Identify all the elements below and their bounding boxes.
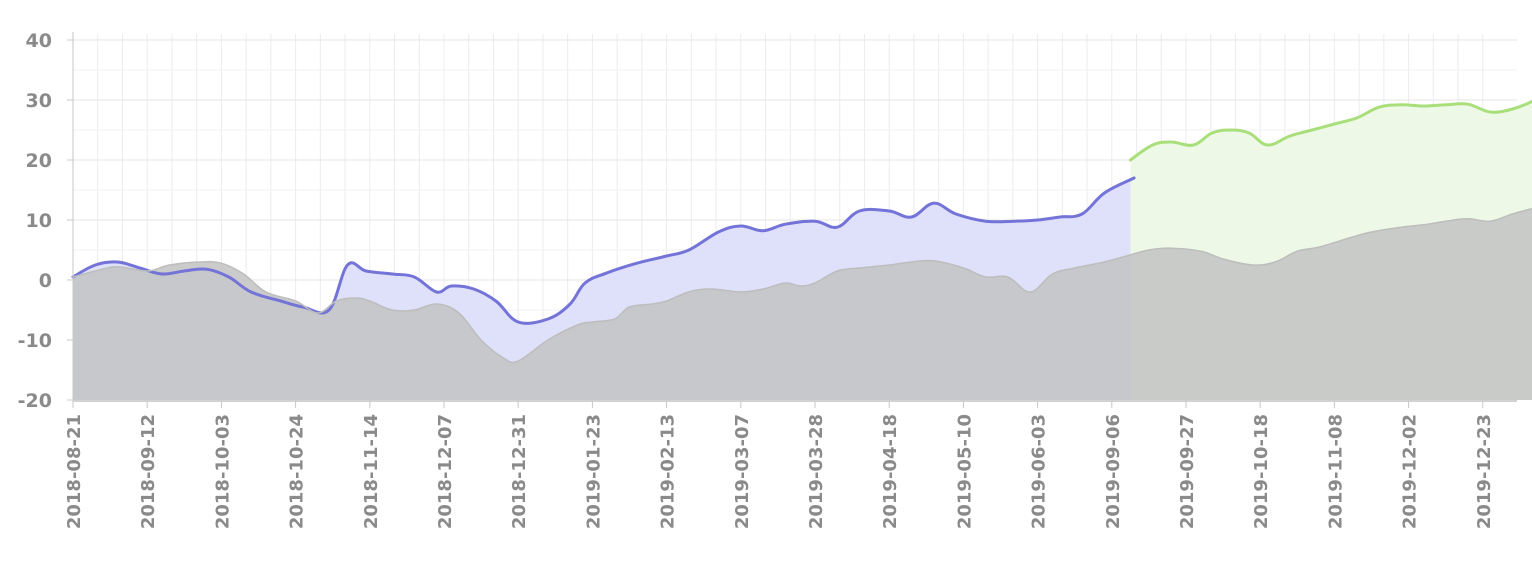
series-lines — [71, 99, 1532, 364]
x-tick-label: 2019-04-18 — [880, 414, 901, 529]
x-axis-ticks: 2018-08-21 2018-09-12 2018-10-03 2018-10-24… — [64, 401, 1495, 529]
y-tick-label: -20 — [18, 390, 52, 412]
y-axis-ticks: 40 30 20 10 0 -10 -20 — [18, 30, 73, 412]
x-tick-label: 2019-03-07 — [732, 414, 753, 529]
x-tick-label: 2018-12-31 — [509, 414, 530, 529]
x-tick-label: 2019-02-13 — [658, 414, 679, 529]
y-tick-label: 0 — [39, 270, 52, 292]
x-tick-label: 2019-01-23 — [583, 414, 604, 529]
line-history — [71, 176, 1136, 325]
y-tick-label: 40 — [26, 30, 52, 52]
x-tick-label: 2018-11-14 — [361, 414, 382, 529]
x-tick-label: 2018-09-12 — [138, 414, 159, 529]
y-tick-label: 10 — [26, 210, 52, 232]
x-tick-label: 2019-10-18 — [1251, 414, 1272, 529]
line-baseline — [72, 207, 1532, 364]
x-tick-label: 2019-11-08 — [1325, 414, 1346, 529]
x-tick-label: 2019-06-03 — [1029, 414, 1050, 529]
line-forecast — [1128, 99, 1532, 162]
x-tick-label: 2019-03-28 — [806, 414, 827, 529]
series-areas — [73, 101, 1532, 400]
x-tick-label: 2018-10-03 — [212, 414, 233, 529]
y-tick-label: -10 — [18, 330, 52, 352]
x-tick-label: 2018-08-21 — [64, 414, 85, 529]
x-tick-label: 2019-12-02 — [1400, 414, 1421, 529]
x-tick-label: 2018-12-07 — [435, 414, 456, 529]
x-tick-label: 2018-10-24 — [287, 414, 308, 529]
x-tick-label: 2019-09-27 — [1177, 414, 1198, 529]
y-tick-label: 30 — [26, 90, 52, 112]
y-tick-label: 20 — [26, 150, 52, 172]
x-tick-label: 2019-09-06 — [1103, 414, 1124, 529]
area-baseline — [73, 208, 1532, 400]
x-tick-label: 2019-05-10 — [954, 414, 975, 529]
x-tick-label: 2019-12-23 — [1474, 414, 1495, 529]
